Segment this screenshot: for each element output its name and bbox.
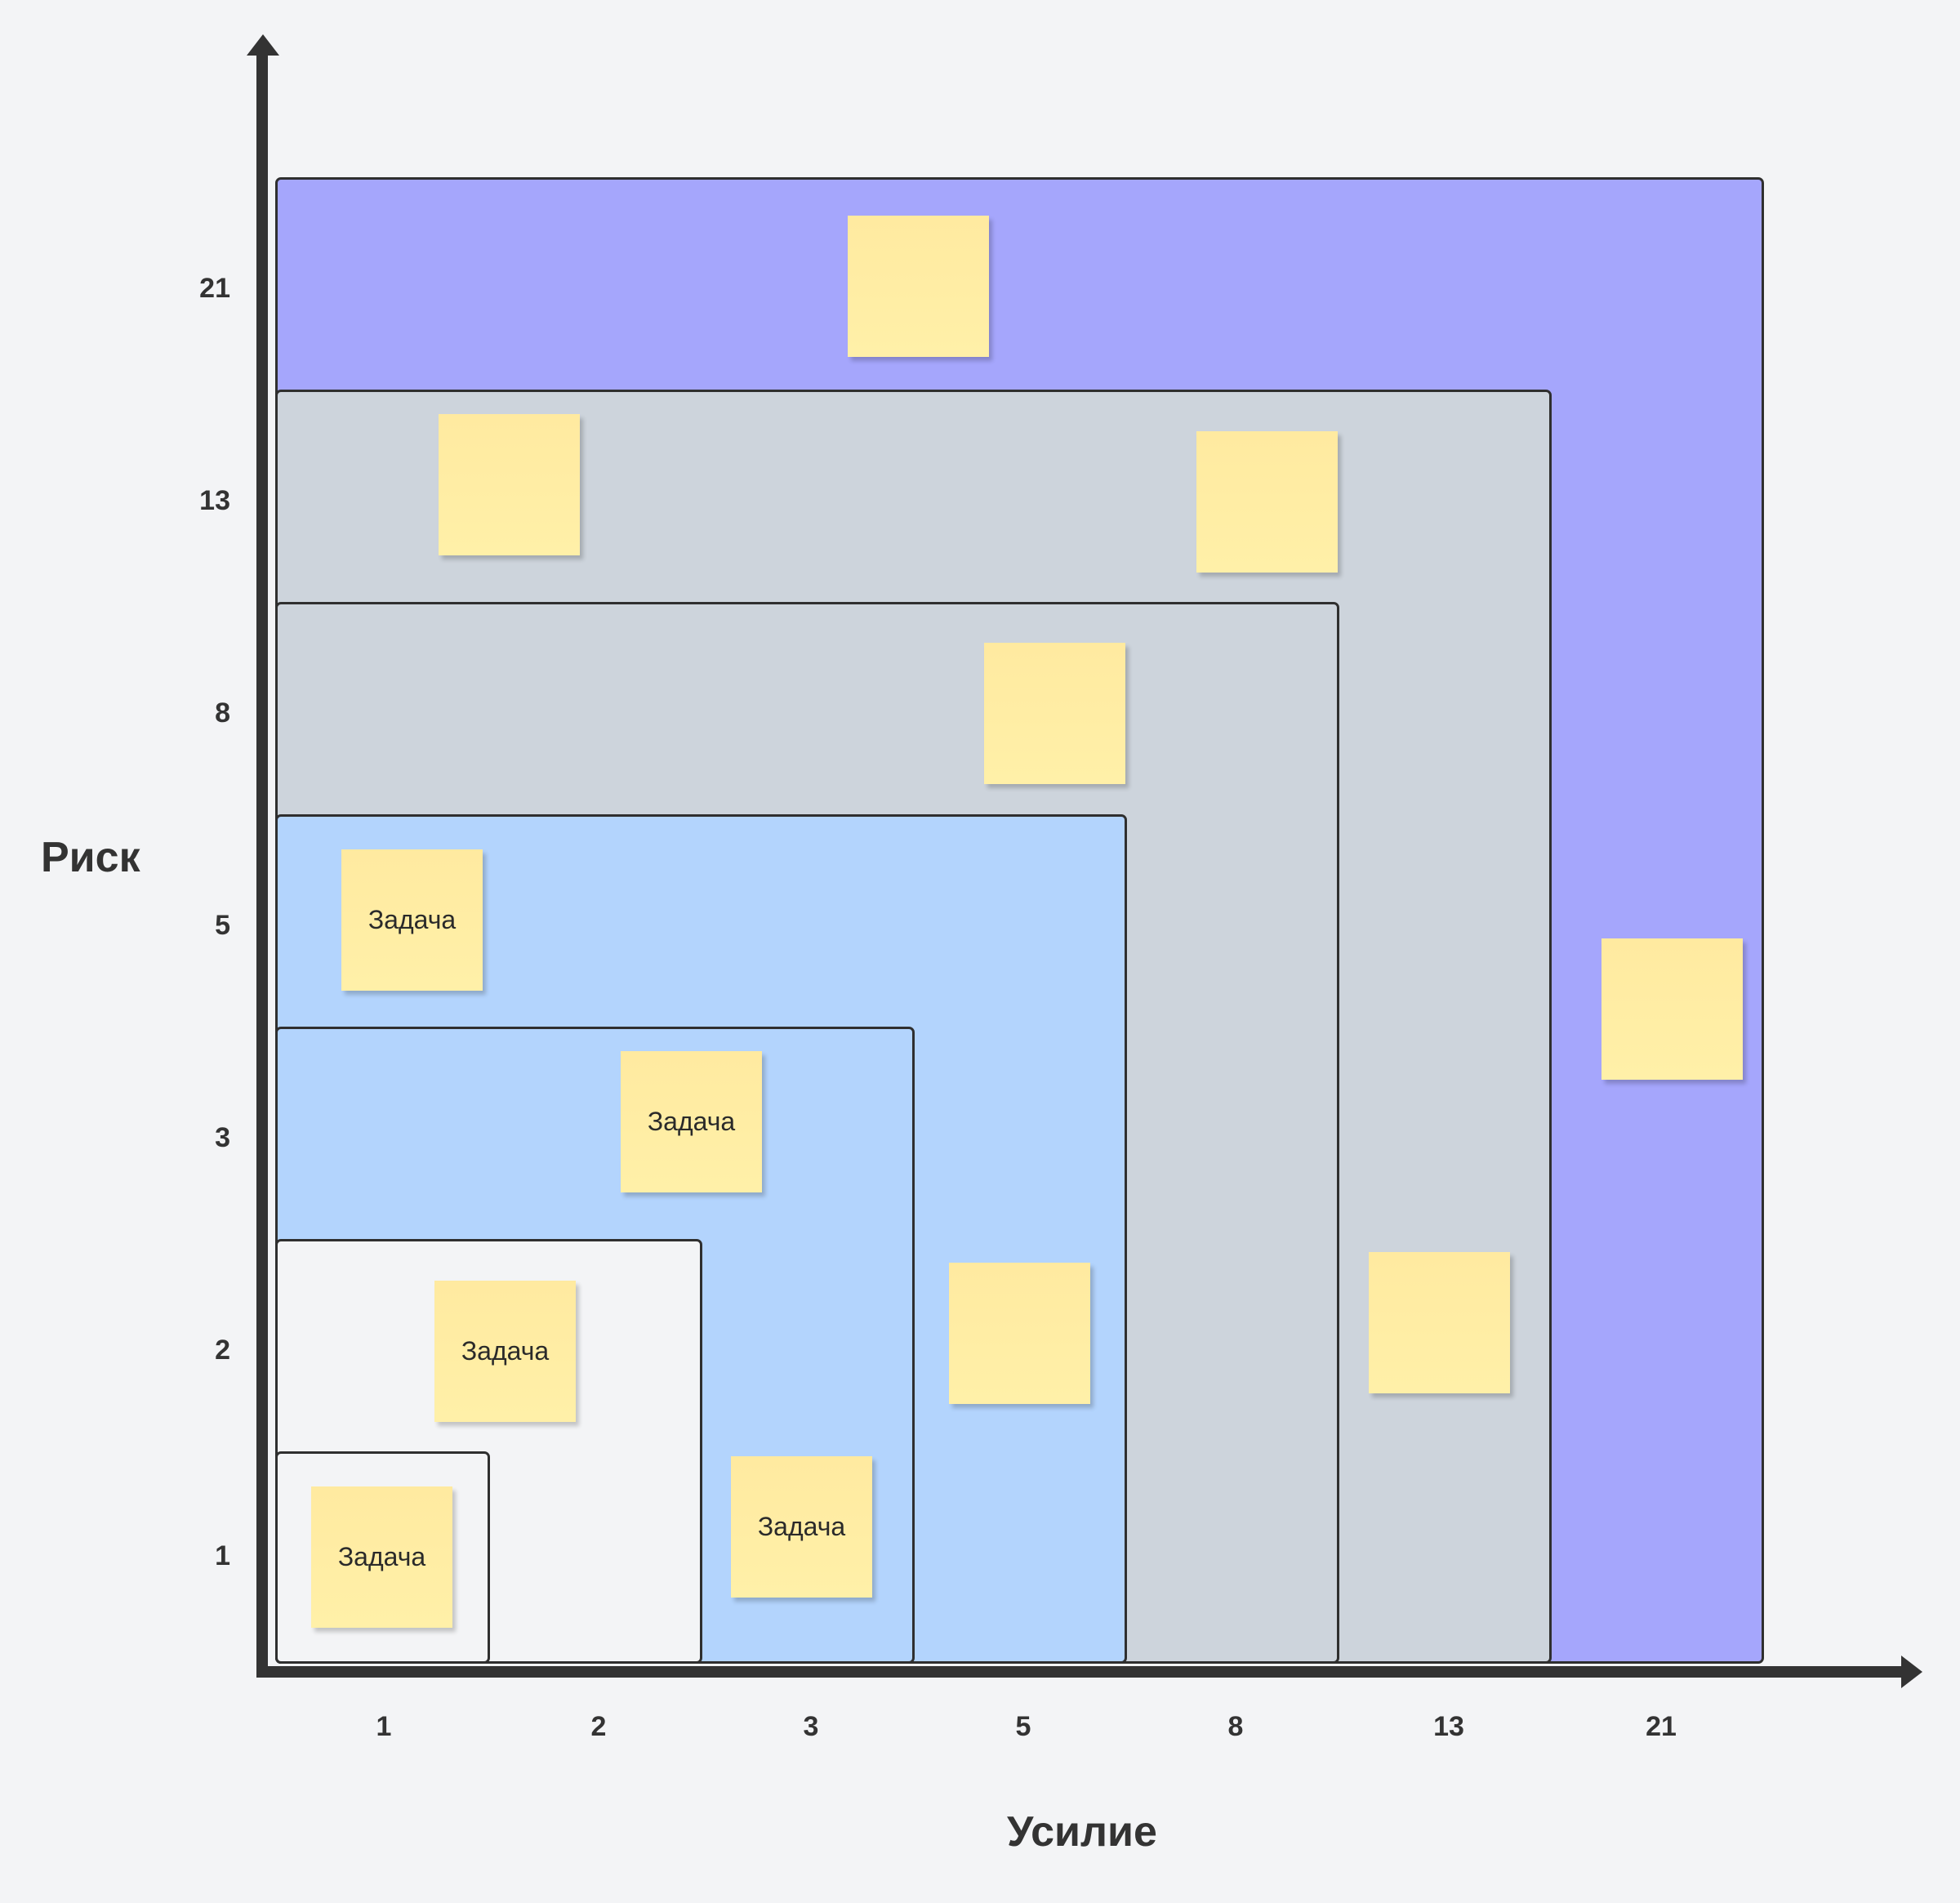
x-tick-label: 3 (803, 1711, 819, 1742)
y-tick-label: 21 (199, 273, 230, 304)
x-axis-title: Усилие (1007, 1808, 1157, 1856)
sticky-note[interactable] (984, 643, 1125, 784)
x-tick-label: 5 (1015, 1711, 1031, 1742)
x-tick-label: 21 (1646, 1711, 1677, 1742)
sticky-note[interactable] (439, 414, 580, 555)
x-tick-label: 8 (1227, 1711, 1244, 1742)
sticky-note[interactable]: Задача (621, 1051, 762, 1192)
sticky-note[interactable]: Задача (341, 849, 483, 991)
y-axis-line (256, 45, 268, 1678)
x-tick-label: 2 (590, 1711, 607, 1742)
y-tick-label: 5 (215, 910, 230, 941)
x-tick-label: 1 (376, 1711, 392, 1742)
sticky-note[interactable] (949, 1263, 1090, 1404)
y-tick-label: 2 (215, 1335, 230, 1366)
sticky-note[interactable]: Задача (434, 1281, 576, 1422)
y-tick-label: 13 (199, 485, 230, 516)
y-tick-label: 3 (215, 1122, 230, 1153)
y-axis-arrowhead (247, 34, 279, 56)
sticky-note[interactable]: Задача (731, 1456, 872, 1598)
sticky-note[interactable]: Задача (311, 1486, 452, 1628)
sticky-note[interactable] (1196, 431, 1338, 573)
x-tick-label: 13 (1433, 1711, 1464, 1742)
y-axis-title: Риск (41, 834, 140, 881)
sticky-note[interactable] (1369, 1252, 1510, 1393)
y-tick-label: 8 (215, 697, 230, 729)
sticky-note[interactable] (848, 216, 989, 357)
y-tick-label: 1 (215, 1540, 230, 1571)
x-axis-line (256, 1666, 1906, 1678)
x-axis-arrowhead (1901, 1656, 1922, 1688)
sticky-note[interactable] (1601, 938, 1743, 1080)
